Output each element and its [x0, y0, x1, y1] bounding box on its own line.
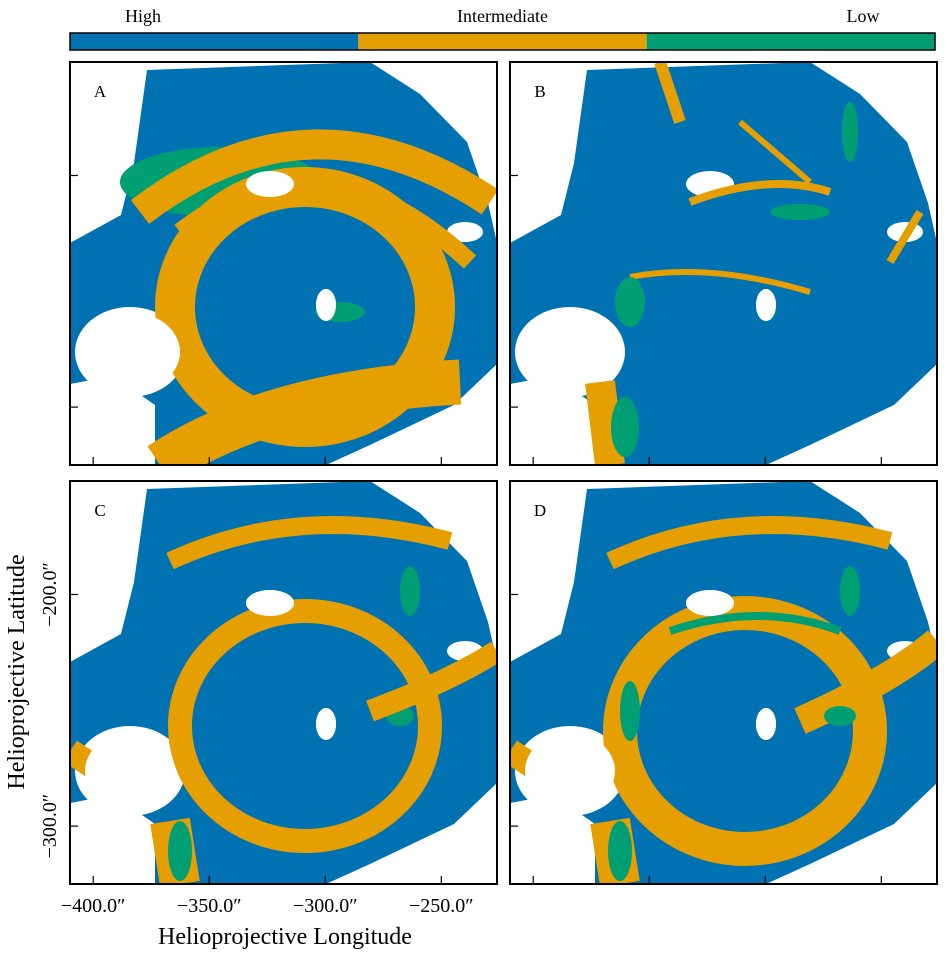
panel-label: A: [94, 82, 107, 101]
panel-frame: [509, 61, 938, 466]
x-tick-label: −250.0″: [409, 895, 474, 917]
y-axis-label: Helioprojective Latitude: [4, 554, 30, 789]
y-tick-label: −200.0″: [39, 562, 61, 627]
x-tick-label: −300.0″: [293, 895, 358, 917]
panel-frame: [69, 480, 498, 885]
x-tick-label: −400.0″: [61, 895, 126, 917]
legend-label: High: [125, 6, 161, 26]
map-panel: [70, 62, 497, 465]
panel-label: C: [94, 501, 105, 520]
map-panel: [510, 481, 937, 884]
x-tick-label: −350.0″: [177, 895, 242, 917]
panel-label: B: [534, 82, 545, 101]
map-panel: [510, 62, 937, 465]
legend-swatch: [70, 33, 359, 50]
legend-swatch: [646, 33, 935, 50]
map-panel: [70, 481, 497, 884]
panel-label: D: [534, 501, 546, 520]
legend-swatch: [358, 33, 647, 50]
panel-frame: [69, 61, 498, 466]
x-axis-label: Helioprojective Longitude: [158, 924, 412, 950]
legend-label: Low: [847, 6, 880, 26]
legend-label: Intermediate: [457, 6, 548, 26]
panel-frame: [509, 480, 938, 885]
legend-frame: [69, 32, 936, 51]
y-tick-label: −300.0″: [39, 794, 61, 859]
